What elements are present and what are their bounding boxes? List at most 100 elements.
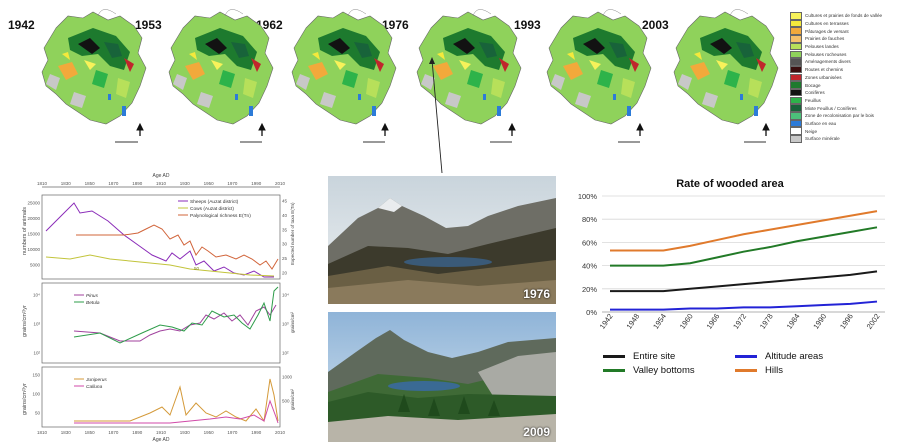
map-legend-label: Cultures en terrasses — [805, 21, 849, 27]
panel1-legend-sheep: Sheeps (Auzat district) — [190, 199, 239, 205]
map-legend-item: Zones urbanisées — [790, 73, 900, 82]
top-axis-tick-label: 1950 — [204, 181, 215, 186]
bottom-axis-tick-label: 1850 — [85, 430, 96, 435]
y-tick-label: 60% — [582, 238, 597, 247]
bottom-axis-tick-label: 1910 — [156, 430, 167, 435]
panel1-y-tick-right: 35 — [282, 227, 288, 232]
legend-valley-bottoms: Valley bottoms — [603, 365, 695, 376]
year-label-1993: 1993 — [514, 18, 541, 32]
top-axis-tick-label: 1890 — [132, 181, 143, 186]
map-legend-swatch — [790, 12, 802, 20]
legend-label-valley-bottoms: Valley bottoms — [633, 365, 695, 376]
panel2-y-tick-right: 10⁴ — [282, 293, 289, 298]
top-axis-tick-label: 2010 — [275, 181, 286, 186]
panel1-ylabel: numbers of animals — [22, 207, 28, 255]
panel3-frame — [41, 366, 281, 428]
map-legend-label: Cultures et prairies de fonds de vallée — [805, 13, 883, 19]
map-legend-label: Neige — [805, 128, 818, 134]
panel2-frame — [41, 282, 281, 364]
top-axis-tick-label: 1910 — [156, 181, 167, 186]
map-legend-swatch — [790, 127, 802, 135]
series-line-altitude-areas — [610, 300, 878, 311]
y-tick-label: 40% — [582, 262, 597, 271]
legend-line-altitude-areas — [735, 355, 757, 358]
pollen-livestock-figure: 1810 1810 1830 1830 1850 1850 1870 1870 1890 1890… — [22, 173, 295, 443]
map-legend-swatch — [790, 65, 802, 74]
panel1-y-tick-right: 25 — [282, 256, 288, 261]
bottom-axis-tick-label: 1950 — [204, 430, 215, 435]
top-axis-tick-label: 1850 — [85, 181, 96, 186]
panel3-y-tick-right: 1000 — [282, 375, 293, 380]
bottom-axis-tick-label: 1830 — [61, 430, 72, 435]
chart-title: Rate of wooded area — [676, 178, 784, 190]
panel1-frame — [41, 194, 281, 280]
panel1-y-tick: 10000 — [27, 247, 40, 252]
x-tick-label: 1966 — [704, 312, 721, 331]
panel2-y-tick: 10³ — [33, 322, 40, 327]
bottom-axis-tick-label: 1990 — [251, 430, 262, 435]
bottom-axis-tick-label: 1870 — [108, 430, 119, 435]
map-legend-item: Surface minérale — [790, 135, 900, 143]
map-legend-item: Neige — [790, 127, 900, 135]
x-tick-label: 1960 — [678, 312, 695, 331]
landscape-photo-1976: 1976 — [328, 176, 556, 304]
map-legend-item: Cultures en terrasses — [790, 19, 900, 28]
legend-hills: Hills — [735, 365, 783, 376]
legend-label-hills: Hills — [765, 365, 783, 376]
panel1-y-tick: 5000 — [30, 263, 41, 268]
panel1-legend: Sheeps (Auzat district) Cows (Auzat dist… — [178, 199, 251, 219]
map-legend-swatch — [790, 27, 802, 35]
panel1-y-tick-right: 30 — [282, 242, 288, 247]
map-legend-item: Conifères — [790, 88, 900, 97]
photo-year-1976: 1976 — [523, 287, 550, 301]
photo-year-2009: 2009 — [523, 425, 550, 439]
panel1-y-tick-right: 40 — [282, 213, 288, 218]
bottom-axis-title: Age AD — [153, 437, 170, 443]
y-tick-label: 80% — [582, 215, 597, 224]
map-legend-item: Pelouses landes — [790, 42, 900, 51]
map-legend-label: Mixte Feuillus / Conifères — [805, 105, 857, 111]
map-legend-label: Zones urbanisées — [805, 74, 842, 80]
map-legend-item: Surface en eau — [790, 119, 900, 128]
legend-line-hills — [735, 369, 757, 372]
map-north-arrows — [115, 122, 770, 143]
map-legend-label: Conifères — [805, 90, 825, 96]
bottom-axis-tick-label: 1890 — [132, 430, 143, 435]
panel1-y-tick-right: 45 — [282, 199, 288, 204]
panel1-y-tick: 25000 — [27, 201, 40, 206]
map-legend-item: Feuillus — [790, 96, 900, 105]
map-legend-label: Surface en eau — [805, 120, 837, 126]
richness-series-line — [76, 224, 279, 270]
panel3-y-tick: 150 — [32, 373, 40, 378]
cow-series-line — [45, 254, 275, 277]
betula-series-line — [73, 286, 279, 344]
map-legend-label: Zone de recolonisation par le bois — [805, 113, 874, 119]
map-legend-swatch — [790, 104, 802, 112]
map-legend-label: Bocage — [805, 82, 821, 88]
map-legend-swatch — [790, 42, 802, 51]
x-tick-label: 1990 — [811, 312, 828, 331]
top-axis-title: Age AD — [153, 173, 170, 179]
year-label-2003: 2003 — [642, 18, 669, 32]
map-legend-item: Pâturages de versant — [790, 27, 900, 35]
x-tick-label: 1978 — [758, 312, 775, 331]
legend-label-altitude-areas: Altitude areas — [765, 351, 824, 362]
panel3-ylabel: grains/cm²/yr — [22, 383, 28, 415]
panel2-y-tick-right: 10³ — [282, 322, 289, 327]
x-tick-label: 1948 — [624, 312, 641, 331]
year-label-1976: 1976 — [382, 18, 409, 32]
series-line-entire-site — [610, 270, 878, 293]
map-legend-label: Pâturages de versant — [805, 28, 849, 34]
map-legend-swatch — [790, 58, 802, 66]
panel2-legend: Pinus Betula — [74, 293, 100, 306]
panel2-y-tick-right: 10² — [282, 351, 289, 356]
panel3-legend-calluna: Calluna — [86, 384, 103, 390]
map-legend-item: Routes et chemins — [790, 65, 900, 74]
panel1-legend-richness: Palynological richness E(Tn) — [190, 213, 251, 219]
map-legend-item: Prairies de fauches — [790, 35, 900, 43]
panel3-y-tick: 50 — [35, 411, 41, 416]
landscape-photo-2009: 2009 — [328, 312, 556, 442]
legend-line-entire-site — [603, 355, 625, 358]
top-axis-tick-label: 1970 — [227, 181, 238, 186]
top-axis-tick-label: 1810 — [37, 181, 48, 186]
